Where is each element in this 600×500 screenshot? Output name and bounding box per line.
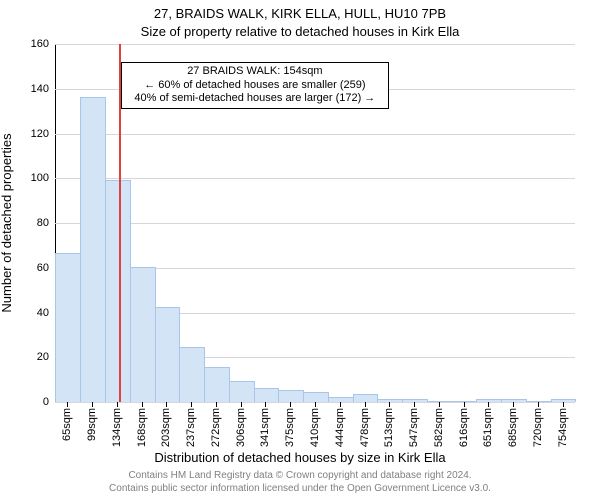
histogram-bar [80, 97, 106, 402]
xtick-label: 203sqm [160, 408, 172, 447]
xtick-mark [340, 402, 341, 407]
histogram-bar [303, 392, 329, 402]
xtick-label: 375sqm [284, 408, 296, 447]
ytick-label: 0 [43, 396, 55, 408]
ytick-label: 20 [37, 351, 55, 363]
xtick-label: 547sqm [408, 408, 420, 447]
xtick-mark [166, 402, 167, 407]
xtick-label: 272sqm [210, 408, 222, 447]
attribution-line: Contains HM Land Registry data © Crown c… [0, 470, 600, 483]
xtick-mark [241, 402, 242, 407]
xtick-mark [464, 402, 465, 407]
xtick-label: 685sqm [507, 408, 519, 447]
ytick-label: 140 [31, 83, 55, 95]
chart-root: 27, BRAIDS WALK, KIRK ELLA, HULL, HU10 7… [0, 0, 600, 500]
xtick-mark [67, 402, 68, 407]
xtick-label: 99sqm [86, 408, 98, 441]
callout-line: 27 BRAIDS WALK: 154sqm [126, 65, 384, 79]
histogram-bar [179, 347, 205, 402]
xtick-label: 306sqm [235, 408, 247, 447]
histogram-bar [229, 381, 255, 402]
page-subtitle: Size of property relative to detached ho… [0, 24, 600, 39]
x-axis-label: Distribution of detached houses by size … [0, 450, 600, 465]
xtick-label: 410sqm [309, 408, 321, 447]
ytick-label: 120 [31, 128, 55, 140]
xtick-mark [513, 402, 514, 407]
xtick-mark [216, 402, 217, 407]
histogram-bar [427, 401, 453, 402]
grid-line [55, 178, 575, 179]
xtick-label: 444sqm [334, 408, 346, 447]
ytick-label: 100 [31, 172, 55, 184]
xtick-label: 237sqm [185, 408, 197, 447]
xtick-label: 616sqm [458, 408, 470, 447]
grid-line [55, 223, 575, 224]
histogram-bar [328, 397, 354, 402]
xtick-label: 651sqm [482, 408, 494, 447]
xtick-mark [265, 402, 266, 407]
xtick-label: 513sqm [383, 408, 395, 447]
xtick-label: 168sqm [136, 408, 148, 447]
histogram-bar [204, 367, 230, 402]
callout-box: 27 BRAIDS WALK: 154sqm← 60% of detached … [121, 62, 389, 109]
ytick-label: 60 [37, 262, 55, 274]
xtick-label: 65sqm [61, 408, 73, 441]
xtick-label: 478sqm [359, 408, 371, 447]
xtick-mark [92, 402, 93, 407]
xtick-mark [389, 402, 390, 407]
grid-line [55, 134, 575, 135]
histogram-bar [353, 394, 379, 402]
histogram-bar [55, 253, 81, 402]
xtick-mark [538, 402, 539, 407]
grid-line [55, 44, 575, 45]
attribution-line: Contains public sector information licen… [0, 483, 600, 496]
xtick-mark [365, 402, 366, 407]
xtick-label: 754sqm [557, 408, 569, 447]
attribution: Contains HM Land Registry data © Crown c… [0, 470, 600, 495]
page-title: 27, BRAIDS WALK, KIRK ELLA, HULL, HU10 7… [0, 6, 600, 21]
ytick-label: 40 [37, 307, 55, 319]
histogram-bar [155, 307, 181, 402]
histogram-bar [526, 401, 552, 402]
ytick-label: 80 [37, 217, 55, 229]
callout-line: 40% of semi-detached houses are larger (… [126, 92, 384, 106]
y-axis-label: Number of detached properties [0, 133, 14, 312]
xtick-label: 134sqm [111, 408, 123, 447]
callout-line: ← 60% of detached houses are smaller (25… [126, 79, 384, 93]
xtick-mark [488, 402, 489, 407]
xtick-label: 341sqm [259, 408, 271, 447]
xtick-mark [290, 402, 291, 407]
xtick-mark [439, 402, 440, 407]
xtick-label: 720sqm [532, 408, 544, 447]
xtick-mark [117, 402, 118, 407]
ytick-label: 160 [31, 38, 55, 50]
plot-area: 02040608010012014016065sqm99sqm134sqm168… [55, 44, 575, 402]
xtick-mark [315, 402, 316, 407]
histogram-bar [254, 388, 280, 402]
histogram-bar [130, 267, 156, 402]
xtick-mark [414, 402, 415, 407]
histogram-bar [278, 390, 304, 402]
xtick-mark [142, 402, 143, 407]
xtick-mark [563, 402, 564, 407]
xtick-label: 582sqm [433, 408, 445, 447]
xtick-mark [191, 402, 192, 407]
